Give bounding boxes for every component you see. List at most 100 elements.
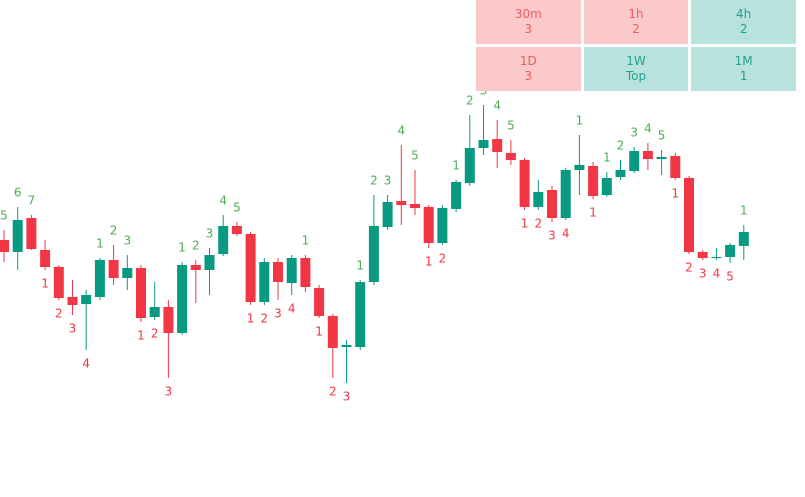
setup-count: 5	[411, 149, 419, 163]
timeframe-cell: 1h 2	[583, 0, 689, 44]
setup-count: 1	[603, 151, 611, 165]
setup-count: 3	[274, 307, 282, 321]
setup-count: 5	[507, 119, 515, 133]
candle-body	[122, 268, 133, 278]
candle-body	[642, 151, 653, 159]
setup-count: 5	[658, 129, 666, 143]
setup-count: 1	[452, 159, 460, 173]
candle-body	[40, 250, 51, 267]
setup-count: 3	[69, 322, 77, 336]
candle-body	[94, 260, 105, 297]
timeframe-cell: 1D 3	[476, 47, 581, 91]
candle-body	[410, 204, 420, 208]
candle-body	[738, 232, 749, 246]
candle-body	[382, 202, 393, 227]
candle-body	[355, 282, 366, 347]
candle-body	[81, 295, 92, 304]
candle-body	[396, 201, 407, 205]
candle-body	[259, 262, 270, 302]
setup-count: 2	[370, 174, 378, 188]
cell-value: Top	[625, 69, 647, 83]
candle-body	[697, 252, 708, 258]
candle-body	[163, 307, 174, 333]
setup-count: 1	[671, 187, 679, 201]
cell-label: 1W	[626, 54, 646, 68]
candle-body	[204, 255, 215, 270]
candle-body	[547, 190, 557, 218]
setup-count: 1	[302, 234, 310, 248]
candle-body	[149, 307, 160, 317]
setup-count: 7	[28, 194, 36, 208]
candle-body	[177, 265, 188, 333]
timeframe-table: 30m 3 1h 2 4h 2 1D 3 1W Top 1M 1	[476, 0, 796, 91]
setup-count: 1	[247, 312, 255, 326]
candle-body	[314, 288, 325, 316]
cell-value: 1	[739, 69, 748, 83]
candle-body	[670, 156, 681, 178]
cell-value: 2	[632, 22, 640, 36]
candle-body	[492, 139, 503, 152]
candle-body	[725, 245, 736, 257]
setup-count: 2	[439, 252, 447, 266]
cell-label: 1M	[734, 54, 753, 68]
candle-body	[629, 151, 640, 171]
setup-count: 1	[576, 114, 584, 128]
candle-body	[136, 268, 146, 318]
setup-count: 3	[343, 390, 351, 404]
setup-count: 4	[493, 99, 501, 113]
setup-count: 1	[356, 259, 364, 273]
candle-body	[245, 234, 256, 302]
setup-count: 4	[288, 302, 296, 316]
setup-count: 2	[685, 261, 693, 275]
candle-body	[0, 240, 9, 252]
setup-count: 1	[589, 206, 597, 220]
candle-body	[273, 262, 283, 282]
setup-count: 4	[562, 227, 570, 241]
timeframe-cell: 1W Top	[583, 47, 689, 91]
setup-count: 3	[630, 126, 638, 140]
setup-count: 3	[123, 234, 131, 248]
candle-body	[711, 257, 722, 258]
timeframe-cell: 30m 3	[476, 0, 581, 44]
candle-body	[684, 178, 694, 252]
setup-count: 4	[644, 122, 652, 136]
setup-count: 2	[110, 224, 118, 238]
setup-count: 2	[534, 217, 542, 231]
setup-count: 2	[192, 239, 200, 253]
candle-body	[26, 218, 37, 249]
cell-label: 4h	[736, 7, 752, 21]
candle-body	[601, 178, 612, 195]
setup-count: 2	[466, 94, 474, 108]
setup-count: 3	[206, 227, 214, 241]
candle-body	[533, 192, 544, 207]
candle-body	[505, 153, 516, 160]
candle-body	[368, 226, 379, 282]
setup-count: 5	[233, 201, 241, 215]
cell-value: 3	[524, 69, 533, 83]
candle-body	[437, 208, 448, 243]
candle-body	[423, 207, 434, 243]
candle-body	[53, 267, 64, 298]
candle-body	[327, 316, 338, 348]
setup-count: 2	[151, 327, 159, 341]
candle-body	[300, 258, 311, 287]
setup-count: 4	[397, 124, 405, 138]
candle-body	[218, 226, 229, 254]
candle-body	[574, 165, 585, 170]
setup-count: 3	[165, 385, 173, 399]
setup-count: 6	[14, 186, 22, 200]
timeframe-cell: 1M 1	[691, 47, 796, 91]
candle-body	[108, 260, 119, 278]
candle-body	[478, 140, 489, 148]
cell-label: 30m	[514, 7, 542, 21]
candle-body	[656, 157, 667, 159]
setup-count: 4	[82, 357, 90, 371]
candle-body	[588, 166, 599, 196]
setup-count: 2	[55, 307, 63, 321]
setup-count: 1	[137, 329, 145, 343]
candle-body	[12, 220, 23, 252]
setup-count: 3	[699, 267, 707, 281]
cell-value: 2	[739, 22, 748, 36]
candle-body	[67, 297, 78, 305]
